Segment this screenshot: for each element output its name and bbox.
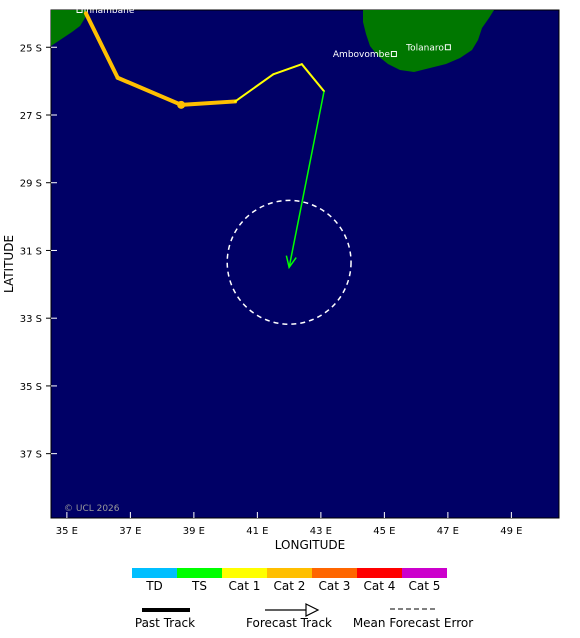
x-tick-label: 47 E [437,526,459,537]
past-track [83,11,326,107]
forecast-track [285,91,325,270]
legend-swatch [402,568,447,578]
legend-category-label: TD [145,579,163,593]
y-tick-label: 37 S [20,450,42,461]
place-label: Inhambane [84,6,135,16]
past-track-segment [83,11,120,80]
x-tick-label: 45 E [373,526,395,537]
legend-swatch [222,568,267,578]
forecast-arrow-icon [305,603,320,617]
legend-category-label: Cat 5 [409,579,441,593]
place-marker-icon [390,51,397,58]
legend-swatch [177,568,222,578]
x-axis-label: LONGITUDE [275,538,345,552]
track-legend: Past Track Forecast Track Mean Forecast … [135,603,473,630]
legend-swatch [312,568,357,578]
forecast-track-legend-label: Forecast Track [246,616,332,630]
land-mozambique [51,10,87,46]
mean-error-legend-label: Mean Forecast Error [353,616,473,630]
y-tick-label: 29 S [20,179,42,190]
forecast-track-segment [288,91,325,268]
mean-forecast-error-circle [226,199,352,325]
past-track-segment [179,99,238,107]
past-track-segment [234,73,275,103]
past-track-legend-label: Past Track [135,616,195,630]
copyright-text: © UCL 2026 [64,504,120,514]
x-tick-label: 49 E [500,526,522,537]
x-axis-ticks: 35 E 37 E 39 E 41 E 43 E 45 E 47 E 49 E [56,512,522,537]
place-marker-icon [76,7,83,13]
place-marker-icon [444,44,451,51]
past-track-segment [272,63,303,76]
legend-category-label: Cat 4 [364,579,396,593]
past-track-segment [300,63,326,93]
legend-category-label: Cat 2 [274,579,306,593]
current-position-marker [177,100,186,109]
ocean-area [50,9,560,519]
y-tick-label: 31 S [20,246,42,257]
x-tick-label: 41 E [246,526,268,537]
x-tick-label: 35 E [56,526,78,537]
legend-category-label: TS [191,579,207,593]
legend-swatch [267,568,312,578]
y-axis-ticks: 25 S 27 S 29 S 31 S 33 S 35 S 37 S [20,43,57,461]
y-tick-label: 27 S [20,111,42,122]
forecast-arrowhead-icon [285,255,297,270]
y-axis-label: LATITUDE [2,235,16,293]
x-tick-label: 39 E [183,526,205,537]
legend-category-label: Cat 1 [229,579,261,593]
legend-swatch [132,568,177,578]
category-legend: TD TS Cat 1 Cat 2 Cat 3 Cat 4 Cat 5 [132,568,447,593]
past-track-segment [115,75,184,107]
place-markers: Inhambane Tolanaro Ambovombe [76,6,451,60]
place-label: Ambovombe [333,50,390,60]
x-tick-label: 37 E [119,526,141,537]
place-label: Tolanaro [405,43,444,53]
y-tick-label: 33 S [20,314,42,325]
y-tick-label: 25 S [20,43,42,54]
y-tick-label: 35 S [20,382,42,393]
legend-swatch [357,568,402,578]
legend-category-label: Cat 3 [319,579,351,593]
x-tick-label: 43 E [310,526,332,537]
